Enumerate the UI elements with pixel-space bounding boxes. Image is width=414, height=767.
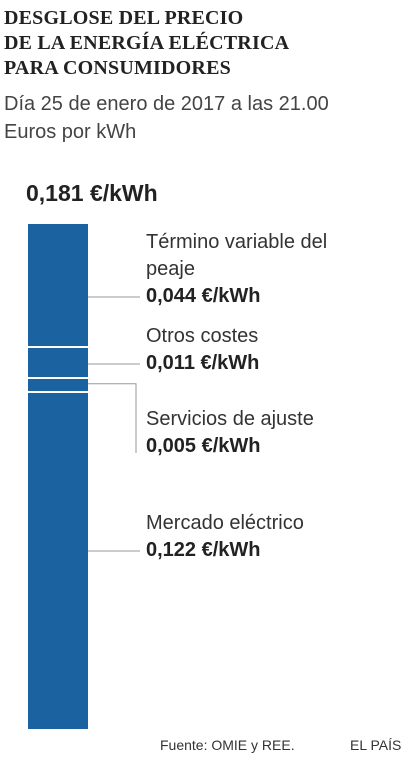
segment-label: Otros costes 0,011 €/kWh: [146, 323, 341, 377]
leader-line: [88, 383, 137, 453]
segment-label: Mercado eléctrico 0,122 €/kWh: [146, 510, 341, 564]
bar-segment: [28, 378, 88, 391]
segment-label: Término variable del peaje 0,044 €/kWh: [146, 229, 341, 310]
segment-name: Mercado eléctrico: [146, 512, 304, 534]
value-label: 0,005 €/kWh: [146, 435, 261, 457]
subtitle-line: Euros por kWh: [4, 121, 137, 143]
total-label: 0,181 €/kWh: [26, 180, 158, 206]
chart-title: DESGLOSE DEL PRECIO DE LA ENERGÍA ELÉCTR…: [4, 6, 289, 81]
title-line: PARA CONSUMIDORES: [4, 57, 231, 79]
value-label: 0,011 €/kWh: [146, 352, 260, 374]
bar-segment: [28, 392, 88, 729]
title-line: DE LA ENERGÍA ELÉCTRICA: [4, 32, 290, 54]
title-line: DESGLOSE DEL PRECIO: [4, 7, 244, 29]
segment-name: Otros costes: [146, 325, 259, 347]
value-label: 0,044 €/kWh: [146, 285, 261, 307]
source: Fuente: OMIE y REE.: [160, 737, 295, 753]
segment-label: Servicios de ajuste 0,005 €/kWh: [146, 406, 341, 460]
bar-segment: [28, 348, 88, 377]
segment-name: Término variable del peaje: [146, 231, 328, 280]
bar-segment: [28, 224, 88, 347]
value-label: 0,122 €/kWh: [146, 539, 261, 561]
subtitle-line: Día 25 de enero de 2017 a las 21.00: [4, 93, 329, 115]
subtitle: Día 25 de enero de 2017 a las 21.00 Euro…: [4, 90, 329, 146]
segment-name: Servicios de ajuste: [146, 408, 314, 430]
credit: EL PAÍS: [350, 737, 402, 753]
